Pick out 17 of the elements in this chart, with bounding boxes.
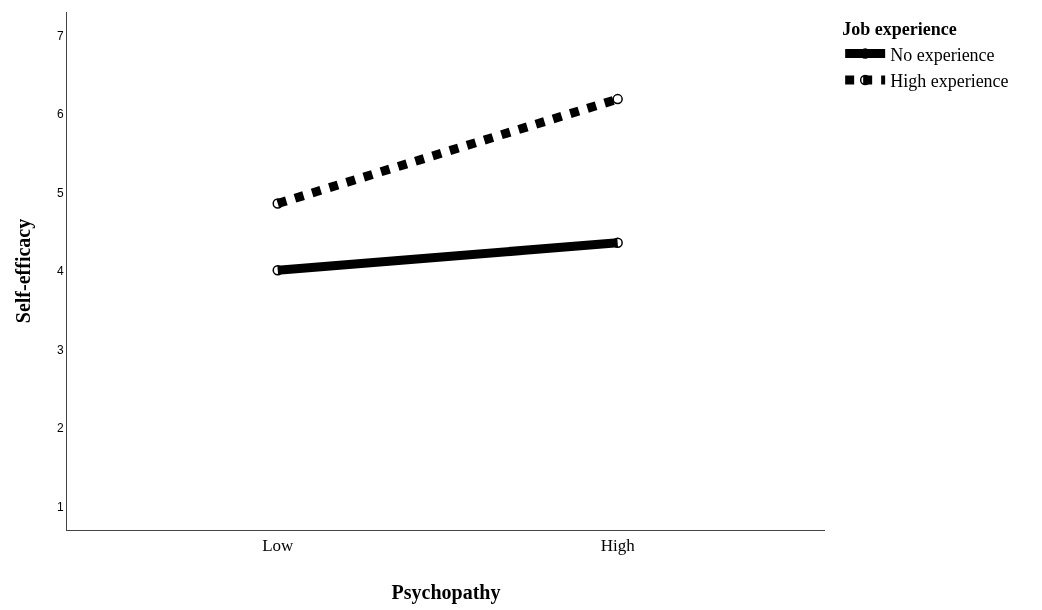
y-tick-label: 2 xyxy=(56,421,64,436)
legend-label: No experience xyxy=(890,44,995,65)
x-tick-label: High xyxy=(600,536,636,556)
y-tick-label: 7 xyxy=(56,28,64,43)
y-tick-label: 1 xyxy=(56,499,64,514)
legend-title: Job experience xyxy=(842,19,957,40)
point xyxy=(612,93,623,105)
legend-label: High experience xyxy=(890,71,1009,92)
point xyxy=(272,198,283,209)
y-tick-label: 4 xyxy=(56,264,64,279)
x-axis-title: Psychopathy xyxy=(391,580,501,604)
y-tick-label: 5 xyxy=(56,185,64,200)
y-tick-label: 3 xyxy=(56,342,64,357)
y-axis-title: Self-efficacy xyxy=(12,218,36,324)
x-tick-label: Low xyxy=(262,536,295,556)
y-tick-label: 6 xyxy=(56,107,64,122)
point xyxy=(272,264,283,276)
